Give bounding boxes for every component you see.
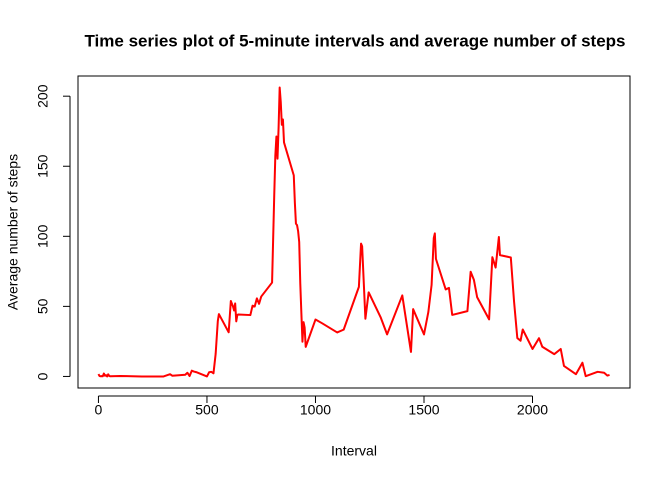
x-tick-label: 500	[195, 402, 219, 418]
x-tick-label: 1000	[300, 402, 331, 418]
plot-box	[77, 75, 631, 389]
x-tick-label: 2000	[517, 402, 548, 418]
y-tick-label: 150	[35, 154, 51, 178]
y-tick-label: 100	[35, 224, 51, 248]
y-tick-label: 50	[35, 298, 51, 314]
x-tick-label: 0	[95, 402, 103, 418]
chart-title: Time series plot of 5-minute intervals a…	[84, 31, 625, 50]
y-tick-label: 200	[35, 84, 51, 108]
x-tick-label: 1500	[408, 402, 439, 418]
y-axis-label: Average number of steps	[5, 154, 21, 310]
y-tick-label: 0	[35, 372, 51, 380]
x-axis-label: Interval	[331, 443, 377, 459]
line-series	[97, 86, 610, 378]
